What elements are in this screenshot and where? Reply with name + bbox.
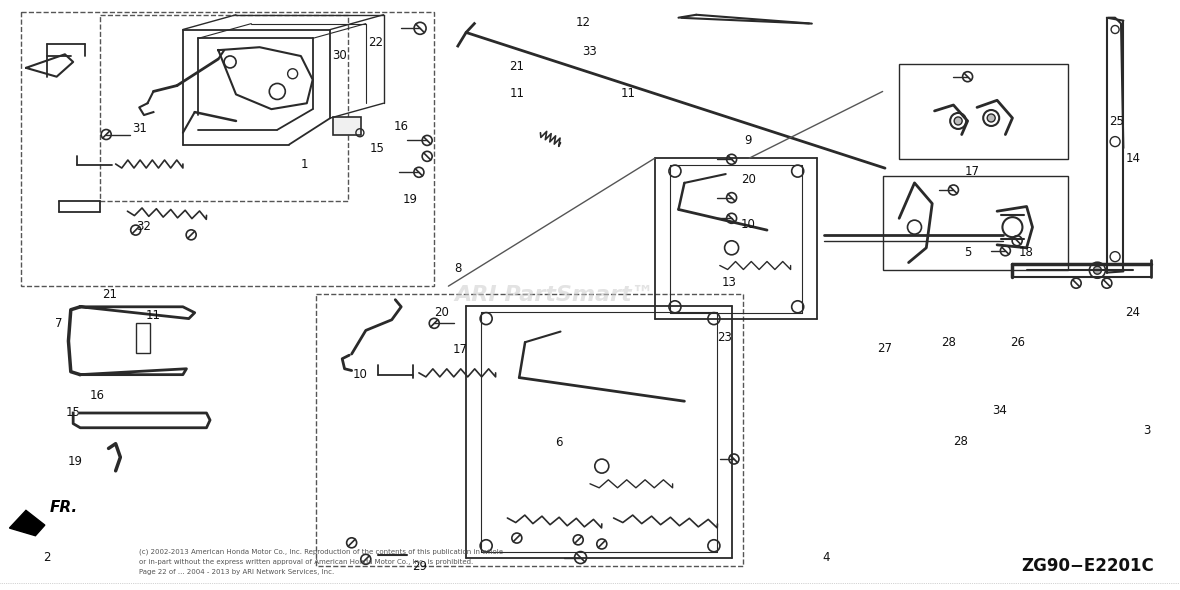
- Text: 19: 19: [68, 455, 83, 468]
- Text: 11: 11: [621, 87, 635, 100]
- Text: 34: 34: [992, 404, 1007, 417]
- Bar: [883, 176, 1068, 270]
- Text: or in-part without the express written approval of American Honda Motor Co., Inc: or in-part without the express written a…: [139, 559, 473, 565]
- Circle shape: [1094, 266, 1101, 274]
- Circle shape: [955, 117, 962, 125]
- Text: 22: 22: [368, 36, 382, 49]
- Text: 28: 28: [953, 435, 968, 448]
- Text: 26: 26: [1010, 336, 1024, 349]
- Text: 2: 2: [44, 551, 51, 564]
- Bar: [136, 323, 150, 353]
- Text: 29: 29: [413, 560, 427, 573]
- Text: 12: 12: [576, 16, 590, 29]
- Bar: [899, 64, 1068, 159]
- Text: Page 22 of ... 2004 - 2013 by ARI Network Services, Inc.: Page 22 of ... 2004 - 2013 by ARI Networ…: [139, 569, 334, 575]
- Text: 32: 32: [137, 220, 151, 233]
- Text: 21: 21: [510, 60, 524, 73]
- Text: 8: 8: [454, 262, 461, 275]
- Bar: [333, 117, 361, 135]
- Text: 16: 16: [394, 120, 408, 133]
- Text: 14: 14: [1126, 152, 1140, 165]
- Text: 33: 33: [583, 45, 597, 58]
- Text: 16: 16: [90, 389, 104, 402]
- Text: 13: 13: [722, 276, 736, 289]
- Text: 3: 3: [1143, 424, 1150, 437]
- Text: 28: 28: [942, 336, 956, 349]
- Text: 11: 11: [510, 87, 524, 100]
- Bar: [21, 12, 434, 286]
- Text: ZG90−E2201C: ZG90−E2201C: [1021, 558, 1154, 575]
- Bar: [316, 294, 743, 566]
- Text: 20: 20: [434, 306, 448, 319]
- Text: (c) 2002-2013 American Honda Motor Co., Inc. Reproduction of the contents of thi: (c) 2002-2013 American Honda Motor Co., …: [139, 548, 503, 555]
- Polygon shape: [9, 510, 45, 536]
- Text: 1: 1: [301, 158, 308, 171]
- Text: 6: 6: [556, 436, 563, 449]
- Text: 27: 27: [878, 342, 892, 355]
- Text: 19: 19: [404, 193, 418, 206]
- Text: 21: 21: [103, 289, 117, 301]
- Text: 11: 11: [146, 309, 160, 322]
- Text: 25: 25: [1109, 115, 1123, 128]
- Text: 10: 10: [353, 368, 367, 381]
- Text: 9: 9: [745, 134, 752, 147]
- Text: ARI PartSmart™: ARI PartSmart™: [454, 285, 655, 305]
- Text: 15: 15: [371, 142, 385, 155]
- Text: 30: 30: [333, 49, 347, 62]
- Text: 23: 23: [717, 331, 732, 344]
- Text: 20: 20: [741, 173, 755, 186]
- Text: 24: 24: [1126, 306, 1140, 319]
- Text: 7: 7: [55, 317, 63, 330]
- Text: 31: 31: [132, 122, 146, 135]
- Text: 17: 17: [965, 165, 979, 178]
- Text: FR.: FR.: [50, 500, 78, 515]
- Text: 4: 4: [822, 551, 830, 564]
- Circle shape: [988, 114, 995, 122]
- Bar: [100, 15, 348, 201]
- Text: 10: 10: [741, 218, 755, 231]
- Text: 18: 18: [1020, 246, 1034, 259]
- Text: 15: 15: [66, 407, 80, 419]
- Text: 5: 5: [964, 246, 971, 259]
- Text: 17: 17: [453, 343, 467, 356]
